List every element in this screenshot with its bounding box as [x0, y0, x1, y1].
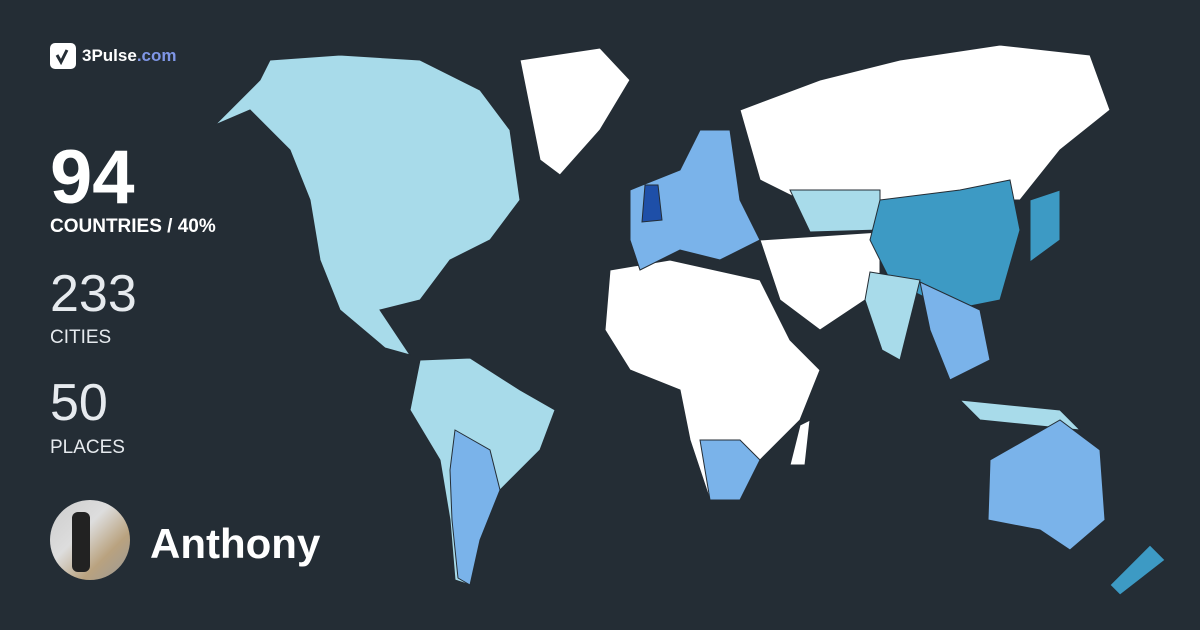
southern-africa[interactable]: [699, 439, 761, 501]
kazakhstan[interactable]: [789, 189, 881, 233]
person-silhouette: [72, 512, 90, 572]
brand-logo[interactable]: 3Pulse.com: [50, 43, 177, 69]
middle-east[interactable]: [759, 231, 881, 331]
cities-label: CITIES: [50, 327, 112, 348]
madagascar[interactable]: [789, 419, 811, 466]
brand-suffix: .com: [136, 46, 177, 65]
places-count: 50: [50, 374, 108, 432]
india[interactable]: [864, 271, 921, 361]
russia-asia[interactable]: [739, 44, 1111, 211]
greenland[interactable]: [519, 47, 631, 176]
avatar[interactable]: [50, 500, 130, 580]
new-zealand[interactable]: [1109, 544, 1166, 596]
indonesia[interactable]: [958, 399, 1082, 431]
user-name: Anthony: [150, 520, 321, 567]
brand-name: 3Pulse: [82, 46, 137, 65]
countries-label: COUNTRIES / 40%: [50, 216, 216, 237]
cities-count: 233: [50, 265, 137, 323]
japan[interactable]: [1029, 189, 1061, 263]
countries-count: 94: [50, 135, 135, 220]
southeast-asia[interactable]: [919, 281, 991, 381]
united-kingdom[interactable]: [641, 184, 663, 223]
pulse-logo-icon: [50, 43, 76, 69]
argentina[interactable]: [449, 429, 501, 586]
australia[interactable]: [987, 419, 1106, 551]
north-america[interactable]: [214, 54, 521, 356]
places-label: PLACES: [50, 437, 125, 458]
